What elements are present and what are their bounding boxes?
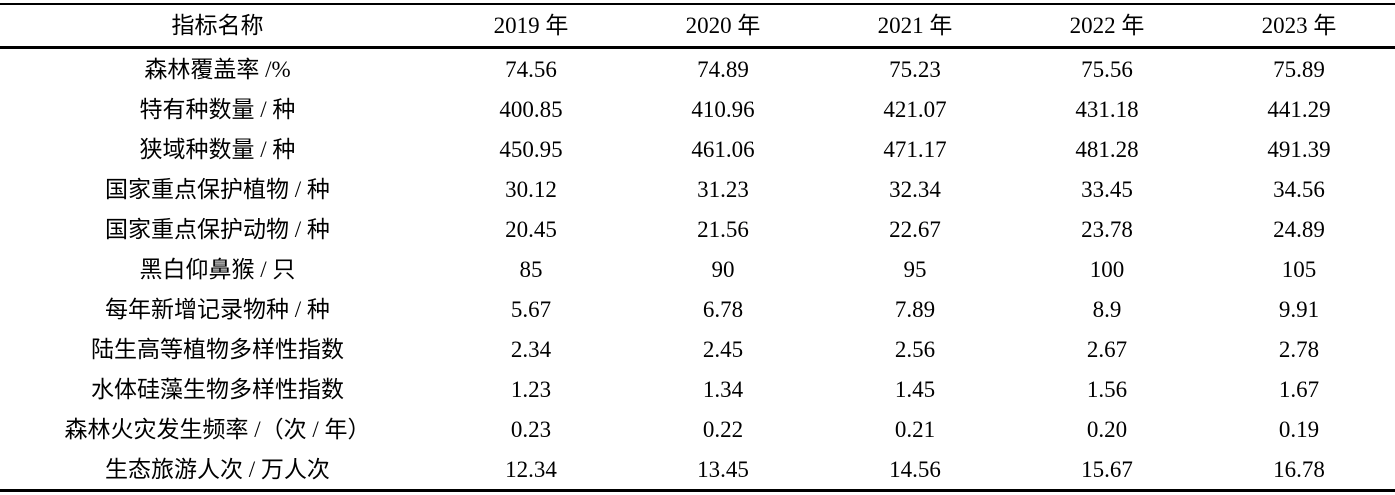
table-row: 狭域种数量 / 种 450.95 461.06 471.17 481.28 49… (0, 129, 1395, 169)
header-year-2023: 2023 年 (1203, 3, 1395, 49)
cell: 14.56 (889, 456, 941, 482)
cell: 2.67 (1086, 336, 1128, 362)
table-row: 黑白仰鼻猴 / 只 85 90 95 100 105 (0, 249, 1395, 289)
cell: 1.67 (1278, 376, 1320, 402)
cell: 6.78 (702, 296, 744, 322)
header-year-2020: 2020 年 (627, 3, 819, 49)
row-label: 黑白仰鼻猴 / 只 (139, 256, 296, 282)
cell: 431.18 (1075, 96, 1139, 122)
cell: 1.34 (702, 376, 744, 402)
cell: 12.34 (505, 456, 557, 482)
cell: 461.06 (691, 136, 755, 162)
cell: 95 (903, 256, 927, 282)
row-label: 国家重点保护植物 / 种 (105, 176, 330, 202)
cell: 491.39 (1267, 136, 1331, 162)
cell: 481.28 (1075, 136, 1139, 162)
cell: 421.07 (883, 96, 947, 122)
cell: 90 (711, 256, 735, 282)
row-label: 国家重点保护动物 / 种 (105, 216, 330, 242)
header-year-2021: 2021 年 (819, 3, 1011, 49)
cell: 1.45 (894, 376, 936, 402)
cell: 2.78 (1278, 336, 1320, 362)
cell: 24.89 (1273, 216, 1325, 242)
cell: 21.56 (697, 216, 749, 242)
table-row: 森林覆盖率 /% 74.56 74.89 75.23 75.56 75.89 (0, 48, 1395, 90)
table-row: 生态旅游人次 / 万人次 12.34 13.45 14.56 15.67 16.… (0, 449, 1395, 491)
indicator-table: 指标名称 2019 年 2020 年 2021 年 2022 年 2023 年 … (0, 3, 1395, 492)
row-label: 森林火灾发生频率 /（次 / 年） (64, 416, 371, 442)
header-year-2019: 2019 年 (435, 3, 627, 49)
table-row: 森林火灾发生频率 /（次 / 年） 0.23 0.22 0.21 0.20 0.… (0, 409, 1395, 449)
row-label: 森林覆盖率 /% (144, 56, 291, 82)
cell: 13.45 (697, 456, 749, 482)
cell: 2.56 (894, 336, 936, 362)
cell: 1.23 (510, 376, 552, 402)
cell: 0.19 (1278, 416, 1320, 442)
cell: 31.23 (697, 176, 749, 202)
cell: 74.89 (697, 56, 749, 82)
table-row: 陆生高等植物多样性指数 2.34 2.45 2.56 2.67 2.78 (0, 329, 1395, 369)
table-row: 特有种数量 / 种 400.85 410.96 421.07 431.18 44… (0, 89, 1395, 129)
cell: 0.23 (510, 416, 552, 442)
table-row: 水体硅藻生物多样性指数 1.23 1.34 1.45 1.56 1.67 (0, 369, 1395, 409)
header-indicator-name: 指标名称 (0, 3, 435, 49)
header-row: 指标名称 2019 年 2020 年 2021 年 2022 年 2023 年 (0, 3, 1395, 49)
cell: 30.12 (505, 176, 557, 202)
cell: 74.56 (505, 56, 557, 82)
cell: 32.34 (889, 176, 941, 202)
cell: 75.23 (889, 56, 941, 82)
table-row: 国家重点保护动物 / 种 20.45 21.56 22.67 23.78 24.… (0, 209, 1395, 249)
cell: 400.85 (499, 96, 563, 122)
cell: 7.89 (894, 296, 936, 322)
cell: 20.45 (505, 216, 557, 242)
cell: 9.91 (1278, 296, 1320, 322)
cell: 5.67 (510, 296, 552, 322)
cell: 15.67 (1081, 456, 1133, 482)
row-label: 陆生高等植物多样性指数 (91, 336, 344, 362)
cell: 450.95 (499, 136, 563, 162)
cell: 100 (1089, 256, 1125, 282)
cell: 34.56 (1273, 176, 1325, 202)
cell: 471.17 (883, 136, 947, 162)
cell: 8.9 (1092, 296, 1122, 322)
cell: 410.96 (691, 96, 755, 122)
cell: 16.78 (1273, 456, 1325, 482)
table-row: 国家重点保护植物 / 种 30.12 31.23 32.34 33.45 34.… (0, 169, 1395, 209)
cell: 75.89 (1273, 56, 1325, 82)
row-label: 每年新增记录物种 / 种 (105, 296, 330, 322)
cell: 0.22 (702, 416, 744, 442)
table-row: 每年新增记录物种 / 种 5.67 6.78 7.89 8.9 9.91 (0, 289, 1395, 329)
row-label: 生态旅游人次 / 万人次 (105, 456, 330, 482)
row-label: 水体硅藻生物多样性指数 (91, 376, 344, 402)
cell: 1.56 (1086, 376, 1128, 402)
cell: 75.56 (1081, 56, 1133, 82)
cell: 105 (1281, 256, 1317, 282)
cell: 22.67 (889, 216, 941, 242)
cell: 441.29 (1267, 96, 1331, 122)
row-label: 特有种数量 / 种 (139, 96, 296, 122)
cell: 85 (519, 256, 543, 282)
cell: 0.20 (1086, 416, 1128, 442)
header-year-2022: 2022 年 (1011, 3, 1203, 49)
cell: 23.78 (1081, 216, 1133, 242)
row-label: 狭域种数量 / 种 (139, 136, 296, 162)
cell: 0.21 (894, 416, 936, 442)
cell: 2.34 (510, 336, 552, 362)
cell: 2.45 (702, 336, 744, 362)
cell: 33.45 (1081, 176, 1133, 202)
